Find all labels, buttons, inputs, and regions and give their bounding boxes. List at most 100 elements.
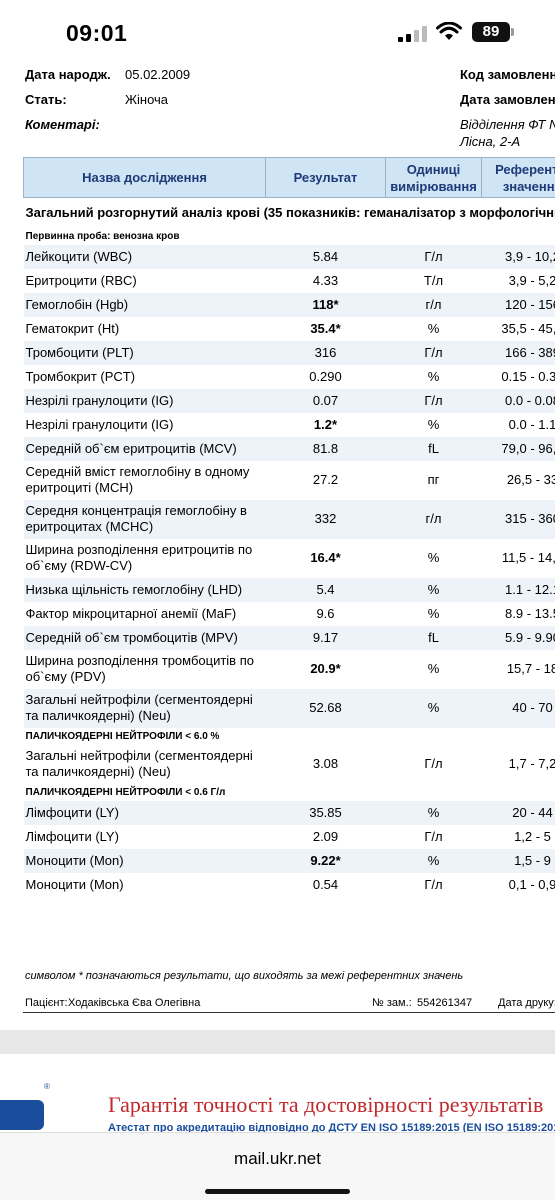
footnote: символом * позначаються результати, що в… — [25, 970, 464, 982]
result-value: 52.68 — [265, 688, 386, 728]
battery-tip — [511, 28, 514, 36]
unit-value: % — [385, 688, 482, 728]
test-name: Лімфоцити (LY) — [23, 800, 266, 825]
result-value: 81.8 — [265, 436, 386, 461]
row-note: ПАЛИЧКОЯДЕРНІ НЕЙТРОФІЛИ < 6.0 % — [25, 730, 220, 742]
result-value: 5.84 — [265, 244, 386, 269]
reference-range: 20 - 44 — [481, 800, 555, 825]
table-row: Моноцити (Mon) 9.22*% 1,5 - 9 — [23, 848, 555, 873]
unit-value: Г/л — [385, 340, 482, 365]
test-name: Гемоглобін (Hgb) — [23, 292, 266, 317]
section-title: Загальний розгорнутий аналіз крові (35 п… — [25, 205, 555, 221]
home-indicator[interactable] — [205, 1189, 350, 1194]
unit-value: Г/л — [424, 877, 443, 892]
department-line-1: Відділення ФТ N — [460, 117, 555, 132]
col-header-test-name: Назва дослідження — [23, 157, 266, 198]
sample-note-row: Первинна проба: венозна кров — [24, 228, 555, 245]
test-name: Еритроцити (RBC) — [25, 273, 137, 288]
unit-value: пг — [427, 472, 440, 487]
test-name: Незрілі гранулоцити (IG) — [23, 388, 266, 413]
test-name: Середня концентрація гемоглобіну в еритр… — [23, 499, 266, 539]
result-value: 9.22* — [265, 848, 386, 873]
test-name: Загальні нейтрофіли (сегментоядерні та п… — [23, 688, 266, 728]
table-row: Лейкоцити (WBC) 5.84 Г/л 3,9 - 10,2 — [23, 244, 555, 269]
reference-range: 35,5 - 45,5 — [501, 321, 555, 336]
table-row: Загальні нейтрофіли (сегментоядерні та п… — [23, 688, 555, 728]
table-row: Гемоглобін (Hgb) 118* г/л 120 - 156 — [23, 292, 555, 317]
result-value: 316 — [265, 340, 386, 365]
reference-range: 1,5 - 9 — [481, 848, 555, 873]
reference-range: 315 - 360 — [481, 499, 555, 539]
unit-value: % — [385, 848, 482, 873]
table-row: Середній об`єм тромбоцитів (MPV) 9.17 fL 5.… — [23, 625, 555, 650]
department-line-2: Лісна, 2-А — [460, 134, 521, 149]
sex-value: Жіноча — [125, 92, 169, 107]
test-name: Загальні нейтрофіли (сегментоядерні та п… — [25, 748, 253, 779]
result-value: 2.09 — [312, 829, 339, 844]
col-header-reference: Референтні значення — [481, 157, 555, 198]
reference-range: 0,1 - 0,9 — [508, 877, 555, 892]
row-note: ПАЛИЧКОЯДЕРНІ НЕЙТРОФІЛИ < 0.6 Г/л — [25, 786, 226, 798]
col-header-units: Одиниці вимірювання — [385, 157, 482, 198]
unit-value: % — [385, 577, 482, 602]
unit-value: г/л — [385, 292, 482, 317]
registered-mark: ® — [44, 1082, 50, 1091]
unit-value: % — [427, 321, 440, 336]
reference-range: 1,7 - 7,2 — [508, 756, 555, 771]
test-name: Лімфоцити (LY) — [25, 829, 119, 844]
patient-footer-line — [23, 987, 555, 1013]
order-no-label: № зам.: — [372, 997, 412, 1009]
result-value: 332 — [265, 499, 386, 539]
cellular-signal-icon — [398, 26, 428, 42]
unit-value: % — [427, 550, 440, 565]
wifi-icon — [436, 22, 462, 40]
status-time: 09:01 — [66, 20, 128, 46]
accreditation-text: Атестат про акредитацію відповідно до ДС… — [108, 1122, 555, 1134]
row-note-row: ПАЛИЧКОЯДЕРНІ НЕЙТРОФІЛИ < 6.0 % — [24, 728, 555, 745]
reference-range: 40 - 70 — [481, 688, 555, 728]
results-table: Назва дослідження Результат Одиниці вимі… — [23, 157, 555, 897]
table-row: Фактор мікроцитарної анемії (MaF) 9.6% 8.9… — [24, 602, 555, 626]
reference-range: 3,9 - 10,2 — [481, 244, 555, 269]
table-row: Середній вміст гемоглобіну в одному ерит… — [24, 461, 555, 500]
unit-value: Г/л — [424, 756, 443, 771]
table-row: Лімфоцити (LY) 2.09 Г/л 1,2 - 5 — [24, 825, 555, 849]
order-code-label: Код замовлення — [460, 67, 555, 82]
result-value: 0.290 — [309, 369, 342, 384]
result-value: 35.4* — [310, 321, 341, 336]
test-name: Низька щільність гемоглобіну (LHD) — [23, 577, 266, 602]
next-page: ® Гарантія точності та достовірності рез… — [0, 1054, 555, 1138]
reference-range: 5.9 - 9.90 — [481, 625, 555, 650]
lab-report-document: Дата народж. 05.02.2009 Стать: Жіноча Ко… — [0, 62, 555, 1032]
test-name: Гематокрит (Ht) — [25, 321, 120, 336]
browser-url-bar[interactable]: mail.ukr.net — [0, 1132, 555, 1200]
table-row: Незрілі гранулоцити (IG) 1.2*% 0.0 - 1.1 — [24, 413, 555, 437]
dob-label: Дата народж. — [25, 67, 111, 82]
table-row: Еритроцити (RBC) 4.33 Т/л 3,9 - 5,2 — [24, 269, 555, 293]
unit-value: % — [427, 369, 440, 384]
result-value: 3.08 — [312, 756, 339, 771]
result-value: 1.2* — [313, 417, 338, 432]
unit-value: fL — [385, 625, 482, 650]
lab-logo-icon — [0, 1100, 44, 1130]
test-name: Ширина розподілення еритроцитів по об`єм… — [25, 542, 253, 573]
dob-value: 05.02.2009 — [125, 67, 191, 82]
reference-range: 26,5 - 33 — [506, 472, 555, 487]
unit-value: % — [427, 606, 440, 621]
result-value: 0.07 — [265, 388, 386, 413]
col-header-result: Результат — [265, 157, 386, 198]
test-name: Тромбоцити (PLT) — [23, 340, 266, 365]
table-row: Моноцити (Mon) 0.54 Г/л 0,1 - 0,9 — [24, 873, 555, 897]
status-bar: 09:01 89 — [0, 0, 555, 62]
result-value: 35.85 — [265, 800, 386, 825]
table-row: Тромбоцити (PLT) 316 Г/л 166 - 389 — [23, 340, 555, 365]
sample-note: Первинна проба: венозна кров — [25, 230, 180, 242]
table-row: Лімфоцити (LY) 35.85% 20 - 44 — [23, 800, 555, 825]
test-name: Середній вміст гемоглобіну в одному ерит… — [25, 464, 250, 495]
url-text[interactable]: mail.ukr.net — [234, 1149, 321, 1168]
guarantee-heading: Гарантія точності та достовірності резул… — [108, 1092, 544, 1117]
result-value: 20.9* — [310, 661, 341, 676]
row-note-row: ПАЛИЧКОЯДЕРНІ НЕЙТРОФІЛИ < 0.6 Г/л — [24, 784, 555, 801]
test-name: Фактор мікроцитарної анемії (MaF) — [25, 606, 237, 621]
test-name: Середній об`єм тромбоцитів (MPV) — [23, 625, 266, 650]
